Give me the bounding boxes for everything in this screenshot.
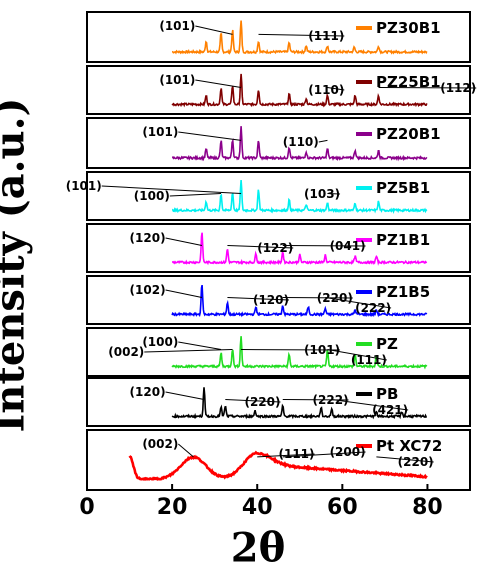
legend-label: PZ5B1 xyxy=(376,179,430,197)
panel-pz30b1: PZ30B1(101)(111) xyxy=(86,11,471,63)
peak-pointer xyxy=(257,453,315,458)
x-tick-label: 20 xyxy=(157,495,188,520)
peak-label: (111) xyxy=(351,353,387,367)
peak-label: (100) xyxy=(142,335,178,349)
peak-pointer xyxy=(178,131,242,141)
peak-pointer xyxy=(318,139,328,143)
series-trace xyxy=(171,73,428,108)
x-tick-label: 0 xyxy=(79,495,94,520)
peak-label: (102) xyxy=(130,283,166,297)
peak-pointer xyxy=(327,87,345,91)
peak-pointer xyxy=(177,443,194,458)
panel-pb: PB(120)(220) (222)(421) xyxy=(86,377,471,427)
peak-label: (101) xyxy=(159,73,195,87)
panel-frame xyxy=(86,171,471,221)
panel-pz5b1: PZ5B1 (101) (100) (103) xyxy=(66,171,471,221)
peak-label: (002) xyxy=(142,437,178,451)
peak-pointer xyxy=(101,185,242,195)
series-trace xyxy=(171,336,428,370)
peak-label: (100) xyxy=(134,189,170,203)
peak-label: (220) xyxy=(398,455,434,469)
legend-label: PZ20B1 xyxy=(376,125,441,143)
peak-label: (220) xyxy=(244,395,280,409)
peak-pointer xyxy=(325,297,392,309)
peak-pointer xyxy=(258,33,345,37)
peak-label: (101) xyxy=(66,179,102,193)
peak-pointer xyxy=(376,456,434,463)
panel-pz25b1: PZ25B1(101)(110) (112) xyxy=(86,65,476,115)
peak-pointer xyxy=(227,297,289,301)
peak-label: (111) xyxy=(279,447,315,461)
peak-pointer xyxy=(327,349,387,361)
peak-pointer xyxy=(169,193,222,197)
legend-label: PZ1B1 xyxy=(376,231,430,249)
panel-pz1b1: PZ1B1(120)(122) (041) xyxy=(86,223,471,273)
peak-label: (120) xyxy=(130,231,166,245)
panel-pz: PZ(100)(002) (101)(111) xyxy=(86,327,471,377)
legend-label: PZ30B1 xyxy=(376,19,441,37)
peak-label: (122) xyxy=(257,241,293,255)
peak-label: (002) xyxy=(108,345,144,359)
peak-pointer xyxy=(282,451,366,458)
x-axis-label-text: 2θ xyxy=(230,524,286,572)
peak-pointer xyxy=(178,341,222,350)
peak-label: (103) xyxy=(304,187,340,201)
panel-pt-xc72: Pt XC72 (002) (111) (200) (220) xyxy=(86,429,471,491)
peak-pointer xyxy=(225,399,281,403)
peak-pointer xyxy=(144,349,233,353)
panel-pz20b1: PZ20B1 (101) (110) xyxy=(86,117,471,169)
panel-pz1b5: PZ1B5(102)(120) (220)(222) xyxy=(86,275,471,325)
peak-label: (101) xyxy=(159,19,195,33)
series-trace xyxy=(171,232,428,266)
panels: PZ30B1(101)(111)PZ25B1(101)(110) (112)PZ2… xyxy=(66,11,476,491)
legend-label: Pt XC72 xyxy=(376,437,442,455)
series-trace xyxy=(171,180,428,214)
peak-label: (200) xyxy=(330,445,366,459)
y-axis-label-text: Intensity (a.u.) xyxy=(0,97,34,433)
x-tick-label: 40 xyxy=(242,495,273,520)
peak-label: (222) xyxy=(355,301,391,315)
peak-pointer xyxy=(331,399,409,411)
panel-frame xyxy=(86,11,471,63)
series-trace xyxy=(171,20,428,55)
legend-label: PZ1B5 xyxy=(376,283,430,301)
x-tick-label: 80 xyxy=(412,495,443,520)
legend-label: PB xyxy=(376,385,398,403)
series-trace xyxy=(171,387,427,420)
peak-label: (101) xyxy=(142,125,178,139)
peak-pointer xyxy=(227,245,294,249)
series-trace xyxy=(128,450,428,481)
peak-label: (110) xyxy=(308,83,344,97)
peak-label: (120) xyxy=(130,385,166,399)
peak-pointer xyxy=(195,25,233,35)
peak-label: (120) xyxy=(253,293,289,307)
peak-pointer xyxy=(165,391,205,400)
legend-label: PZ xyxy=(376,335,398,353)
series-trace xyxy=(171,284,428,318)
peak-pointer xyxy=(165,289,203,298)
peak-pointer xyxy=(195,79,242,88)
series-trace xyxy=(171,126,428,162)
peak-label: (421) xyxy=(372,403,408,417)
peak-label: (110) xyxy=(283,135,319,149)
x-axis: 0 20 40 60 80 xyxy=(79,484,443,520)
peak-pointer xyxy=(165,237,203,246)
legend-label: PZ25B1 xyxy=(376,73,441,91)
x-tick-label: 60 xyxy=(327,495,358,520)
